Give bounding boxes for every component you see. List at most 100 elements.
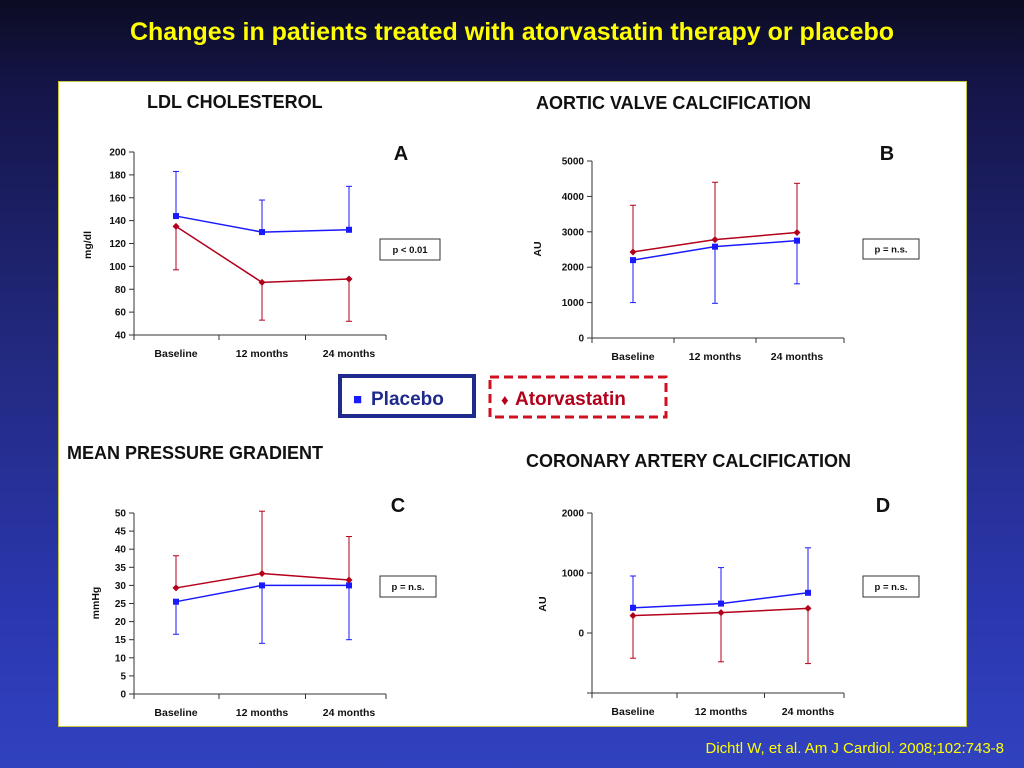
series-placebo <box>173 170 352 236</box>
x-tick-label: 12 months <box>689 351 742 363</box>
chart-heading: MEAN PRESSURE GRADIENT <box>67 443 323 463</box>
y-tick-label: 120 <box>109 239 126 250</box>
series-placebo <box>173 582 352 644</box>
data-point-diamond <box>629 612 637 620</box>
figure-canvas: ■ Placebo ♦ Atorvastatin LDL CHOLESTEROL… <box>67 92 920 719</box>
y-tick-label: 25 <box>115 599 127 610</box>
chart-b: AORTIC VALVE CALCIFICATION B 0 1000 2000 3000… <box>532 93 920 363</box>
y-tick-label: 5000 <box>562 157 585 168</box>
slide-title: Changes in patients treated with atorvas… <box>129 18 895 46</box>
data-point-diamond <box>172 584 180 592</box>
legend: ■ Placebo ♦ Atorvastatin <box>338 374 668 419</box>
y-axis-label: mmHg <box>90 587 102 620</box>
x-tick-label: 24 months <box>323 707 376 719</box>
chart-letter: A <box>394 143 408 165</box>
x-tick-label: 12 months <box>695 706 748 718</box>
y-tick-label: 160 <box>109 193 126 204</box>
y-tick-label: 5 <box>120 671 126 682</box>
series-atorvastatin <box>172 510 353 592</box>
series-atorvastatin <box>629 181 801 256</box>
y-tick-label: 100 <box>109 262 126 273</box>
pvalue-label: p = n.s. <box>875 245 908 256</box>
data-point-diamond <box>717 609 725 617</box>
data-point-square <box>173 213 179 220</box>
series-placebo <box>630 237 800 304</box>
data-point-diamond <box>804 604 812 612</box>
y-tick-label: 15 <box>115 635 127 646</box>
y-tick-label: 0 <box>578 334 584 345</box>
data-point-diamond <box>172 222 180 230</box>
series-atorvastatin <box>629 604 812 665</box>
x-tick-label: 24 months <box>323 348 376 360</box>
x-tick-label: 24 months <box>771 351 824 363</box>
data-point-square <box>805 589 811 596</box>
x-tick-label: 24 months <box>782 706 835 718</box>
pvalue-label: p = n.s. <box>392 582 425 593</box>
data-point-square <box>794 237 800 244</box>
chart-heading: CORONARY ARTERY CALCIFICATION <box>526 451 851 471</box>
pvalue-box <box>862 575 920 598</box>
y-tick-label: 60 <box>115 308 127 319</box>
legend-placebo-box <box>338 374 476 418</box>
pvalue-box <box>379 575 437 598</box>
pvalue-label: p = n.s. <box>875 582 908 593</box>
y-axis-label: mg/dl <box>82 231 94 259</box>
chart-c: MEAN PRESSURE GRADIENT C 0 5 10 15 20 25 30 35 40 4… <box>67 443 437 719</box>
legend-atorvastatin-marker: ♦ <box>501 392 509 409</box>
y-tick-label: 180 <box>109 170 126 181</box>
chart-letter: C <box>391 495 405 517</box>
chart-d: CORONARY ARTERY CALCIFICATION D 0 1000 2000 B… <box>526 451 920 718</box>
data-point-square <box>173 598 179 605</box>
data-point-diamond <box>345 576 353 584</box>
y-tick-label: 0 <box>578 629 584 640</box>
y-tick-label: 45 <box>115 527 127 538</box>
y-tick-label: 20 <box>115 617 127 628</box>
y-tick-label: 200 <box>109 148 126 159</box>
data-point-diamond <box>629 248 637 256</box>
data-point-diamond <box>711 236 719 244</box>
series-placebo <box>630 547 811 611</box>
chart-a: LDL CHOLESTEROL A 40 60 80 100 120 140 160 180 200… <box>82 92 441 360</box>
data-point-square <box>630 257 636 264</box>
pvalue-box <box>379 238 441 261</box>
pvalue-box <box>862 238 920 260</box>
data-point-square <box>346 582 352 589</box>
data-point-square <box>259 582 265 589</box>
x-tick-label: Baseline <box>154 707 197 719</box>
legend-atorvastatin-box <box>488 375 668 419</box>
data-point-diamond <box>793 229 801 237</box>
data-point-square <box>718 600 724 607</box>
x-tick-label: Baseline <box>154 348 197 360</box>
chart-heading: LDL CHOLESTEROL <box>147 92 323 112</box>
data-point-square <box>259 229 265 236</box>
y-tick-label: 140 <box>109 216 126 227</box>
y-tick-label: 3000 <box>562 227 585 238</box>
x-tick-label: 12 months <box>236 348 289 360</box>
data-point-square <box>630 604 636 611</box>
series-atorvastatin <box>172 222 353 322</box>
data-point-diamond <box>258 278 266 286</box>
legend-placebo-marker: ■ <box>353 391 362 408</box>
y-axis-label: AU <box>532 241 544 256</box>
y-axis-label: AU <box>537 596 549 611</box>
y-tick-label: 2000 <box>562 263 585 274</box>
y-tick-label: 10 <box>115 653 127 664</box>
data-point-diamond <box>258 569 266 577</box>
y-tick-label: 0 <box>120 690 126 701</box>
y-tick-label: 40 <box>115 545 127 556</box>
chart-letter: D <box>876 495 890 517</box>
y-tick-label: 2000 <box>562 509 585 520</box>
y-tick-label: 1000 <box>562 569 585 580</box>
x-tick-label: Baseline <box>611 351 654 363</box>
pvalue-label: p < 0.01 <box>392 245 428 256</box>
y-tick-label: 30 <box>115 581 127 592</box>
citation: Dichtl W, et al. Am J Cardiol. 2008;102:… <box>705 740 1004 757</box>
data-point-square <box>712 243 718 250</box>
legend-placebo-label: Placebo <box>371 389 444 410</box>
chart-heading: AORTIC VALVE CALCIFICATION <box>536 93 811 113</box>
y-tick-label: 40 <box>115 331 127 342</box>
chart-letter: B <box>880 143 894 165</box>
legend-atorvastatin-label: Atorvastatin <box>515 389 626 410</box>
y-tick-label: 4000 <box>562 192 585 203</box>
y-tick-label: 80 <box>115 285 127 296</box>
